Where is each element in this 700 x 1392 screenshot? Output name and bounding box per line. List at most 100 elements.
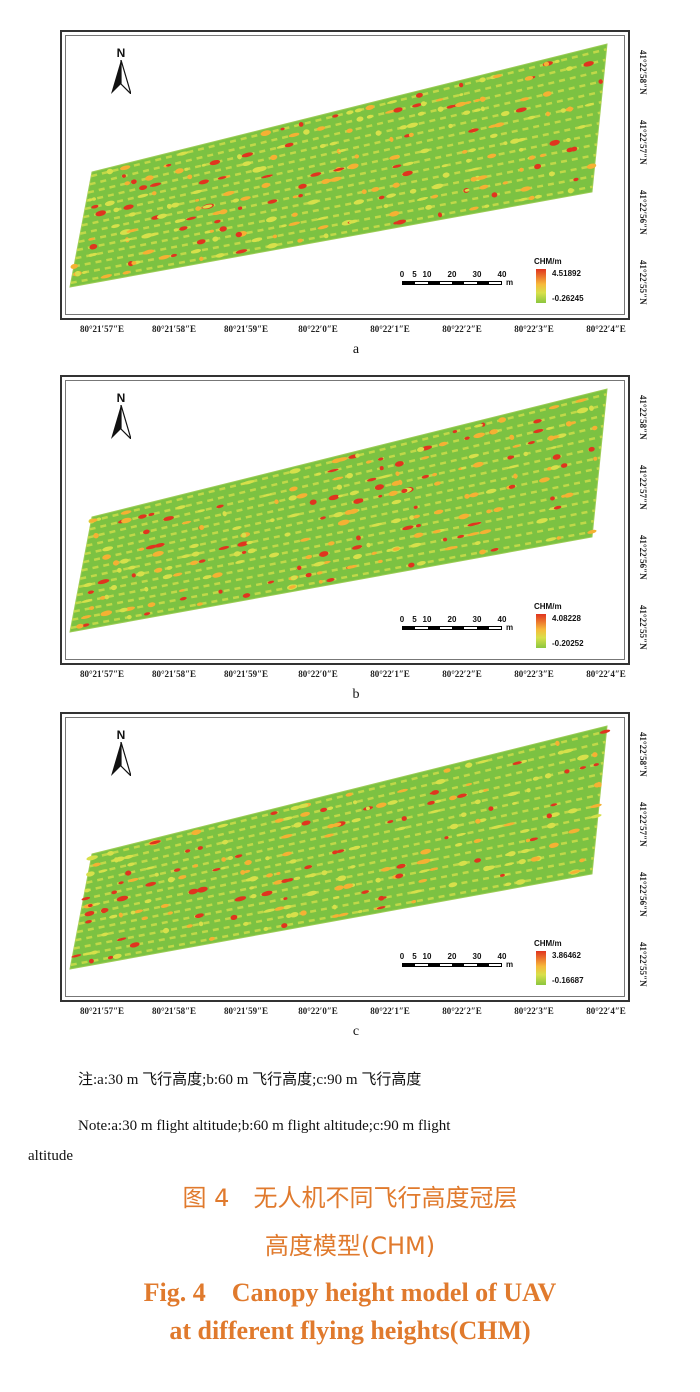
canopy-patch <box>435 779 446 785</box>
canopy-patch <box>334 885 344 891</box>
canopy-patch <box>488 124 499 128</box>
canopy-patch <box>235 560 244 564</box>
canopy-patch <box>528 441 535 444</box>
canopy-patch <box>434 799 442 803</box>
canopy-patch <box>546 813 552 819</box>
canopy-patch <box>548 506 560 511</box>
canopy-patch <box>491 192 498 198</box>
canopy-patch <box>542 61 553 67</box>
canopy-patch <box>199 525 205 530</box>
canopy-patch <box>286 913 292 918</box>
canopy-patch <box>197 509 205 513</box>
canopy-patch <box>395 219 406 225</box>
canopy-patch <box>316 571 323 575</box>
canopy-patch <box>186 924 193 928</box>
canopy-patch <box>122 270 131 275</box>
canopy-patch <box>525 838 531 843</box>
canopy-patch <box>138 547 145 551</box>
canopy-patch <box>568 828 580 834</box>
canopy-patch <box>444 546 456 551</box>
canopy-patch <box>328 494 340 501</box>
canopy-patch <box>458 82 464 88</box>
canopy-patch <box>518 147 524 152</box>
canopy-patch <box>91 204 99 209</box>
canopy-patch <box>112 560 120 566</box>
canopy-patch <box>276 871 281 875</box>
canopy-patch <box>515 107 527 113</box>
canopy-patch <box>534 855 542 862</box>
scale-bar-tick: 20 <box>447 952 457 961</box>
canopy-patch <box>315 472 322 476</box>
canopy-patch <box>296 566 302 570</box>
canopy-patch <box>386 193 397 198</box>
canopy-patch <box>598 79 603 84</box>
longitude-label: 80°22′1″E <box>370 324 410 334</box>
canopy-patch <box>396 863 406 869</box>
canopy-patch <box>343 883 354 889</box>
canopy-patch <box>507 851 516 857</box>
canopy-patch <box>272 234 278 239</box>
canopy-patch <box>242 593 251 598</box>
legend-title: CHM/m <box>534 257 562 266</box>
canopy-patch <box>548 171 555 177</box>
canopy-patch <box>289 468 301 474</box>
scale-bar-tick: 10 <box>422 270 432 279</box>
crop-row <box>78 132 599 244</box>
canopy-patch <box>432 183 444 190</box>
canopy-patch <box>416 197 429 201</box>
canopy-patch <box>413 514 420 519</box>
canopy-patch <box>577 125 587 129</box>
canopy-patch <box>473 108 482 112</box>
canopy-patch <box>554 59 560 64</box>
canopy-patch <box>420 148 430 154</box>
canopy-patch <box>265 216 277 223</box>
canopy-patch <box>144 586 149 592</box>
canopy-patch <box>106 168 114 175</box>
canopy-patch <box>281 825 291 830</box>
canopy-patch <box>309 873 317 878</box>
canopy-patch <box>268 552 280 558</box>
canopy-patch <box>543 61 550 67</box>
canopy-patch <box>346 128 353 133</box>
crop-row <box>72 174 594 276</box>
canopy-patch <box>527 115 536 120</box>
canopy-patch <box>546 466 553 471</box>
canopy-patch <box>212 868 221 872</box>
scale-bar-tick: 40 <box>497 615 507 624</box>
canopy-patch <box>283 897 288 901</box>
canopy-patch <box>353 498 363 504</box>
canopy-patch <box>350 865 356 869</box>
canopy-patch <box>267 199 278 204</box>
canopy-patch <box>287 584 296 591</box>
canopy-patch <box>429 809 441 814</box>
canopy-patch <box>288 585 296 589</box>
canopy-patch <box>473 838 482 844</box>
canopy-patch <box>141 233 153 239</box>
north-label: N <box>116 46 126 60</box>
canopy-patch <box>565 107 574 112</box>
crop-row <box>75 498 596 605</box>
legend-min-value: -0.20252 <box>552 639 584 648</box>
canopy-patch <box>102 554 111 560</box>
canopy-patch <box>529 837 538 842</box>
canopy-patch <box>309 499 317 505</box>
canopy-patch <box>442 537 448 542</box>
chm-legend: CHM/m 3.86462 -0.16687 <box>534 939 604 991</box>
canopy-patch <box>449 795 457 801</box>
canopy-patch <box>378 494 383 498</box>
canopy-patch <box>545 537 557 542</box>
canopy-patch <box>223 190 235 196</box>
scale-bar: 0 5 10 20 30 40 m <box>400 952 522 976</box>
canopy-patch <box>83 903 94 909</box>
canopy-patch <box>396 788 408 793</box>
canopy-patch <box>270 518 275 523</box>
canopy-patch <box>346 163 359 170</box>
canopy-patch <box>232 198 240 203</box>
canopy-patch <box>276 144 288 149</box>
map-frame: N 0 5 10 20 30 40 m CHM/m 4.51892 -0.26245 <box>60 30 630 320</box>
canopy-patch <box>397 863 406 869</box>
canopy-patch <box>145 866 155 870</box>
canopy-patch <box>191 829 202 835</box>
canopy-patch <box>128 212 136 217</box>
canopy-patch <box>274 499 279 505</box>
